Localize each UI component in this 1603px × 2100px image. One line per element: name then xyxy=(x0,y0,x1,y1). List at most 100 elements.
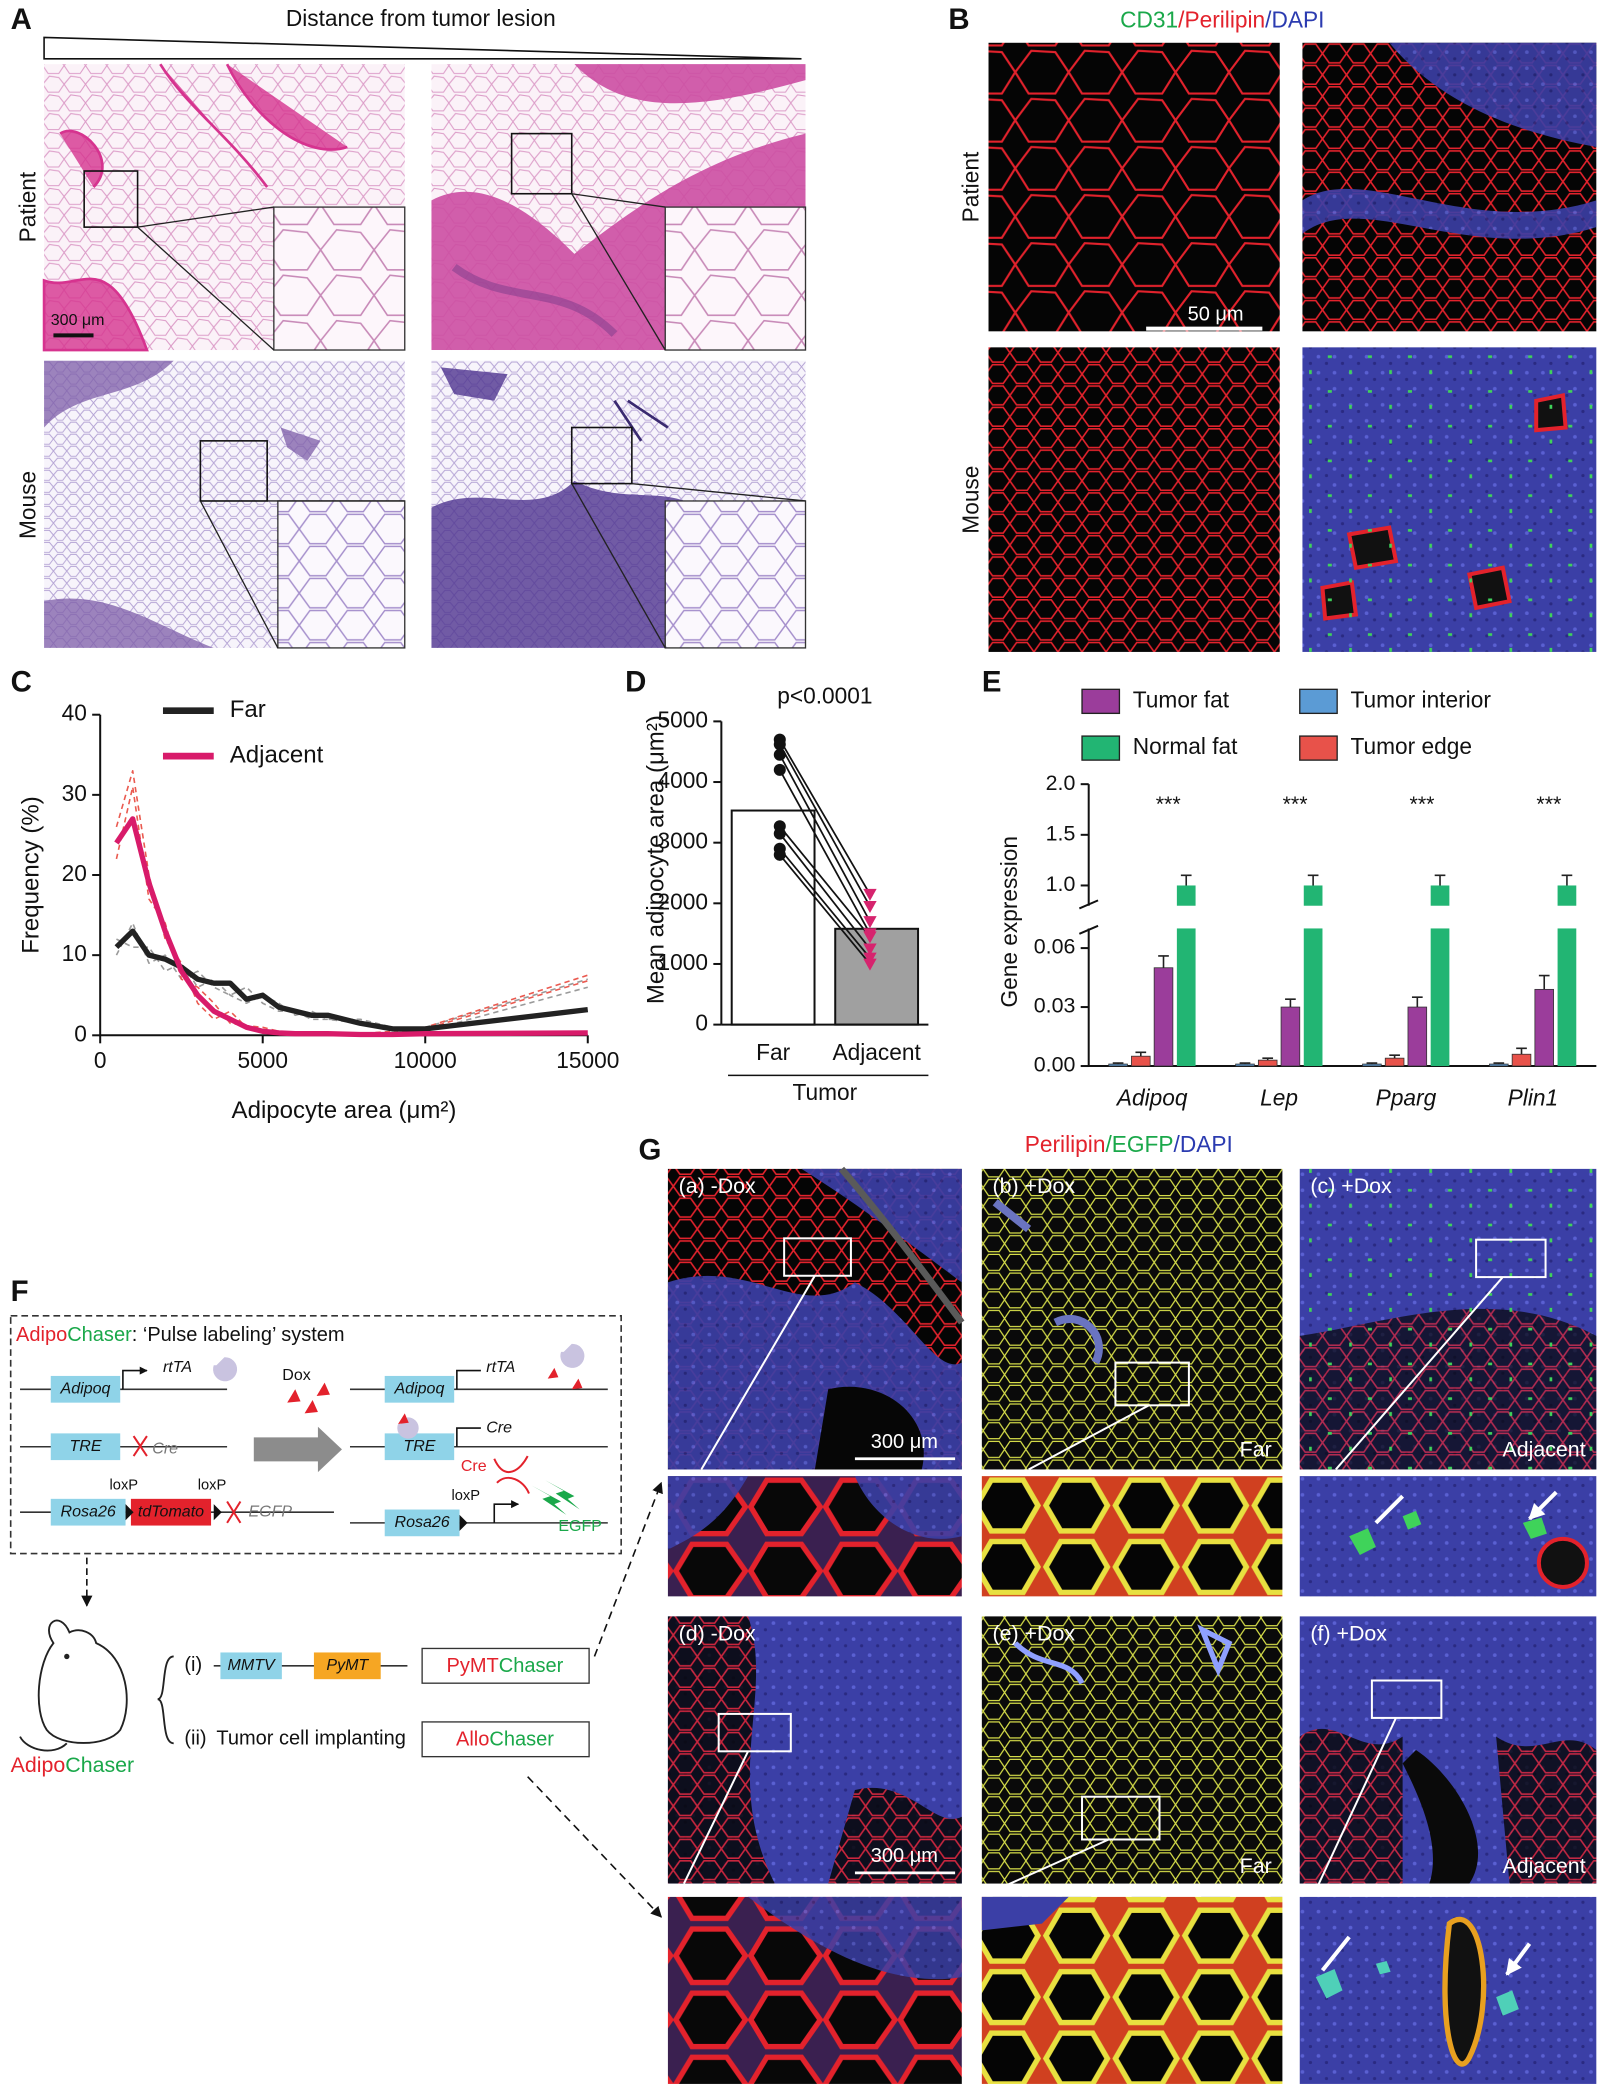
bar xyxy=(1153,967,1174,1067)
point xyxy=(863,931,877,944)
axis-break xyxy=(1078,899,1099,935)
bar xyxy=(1257,1059,1278,1067)
image-label: (b) +Dox xyxy=(993,1174,1076,1198)
panel-label: C xyxy=(11,666,32,699)
micrograph xyxy=(667,1166,1597,2084)
bar xyxy=(1176,928,1196,1067)
label-part: Allo xyxy=(456,1729,489,1751)
legend-swatch xyxy=(1081,688,1121,715)
error-bar xyxy=(1538,974,1550,990)
mean-line xyxy=(114,928,589,1032)
error-bar xyxy=(1307,874,1319,886)
annotation: *** xyxy=(1536,792,1561,816)
error-bar xyxy=(1434,874,1446,886)
loxp: loxP xyxy=(110,1477,139,1493)
row-label: Patient xyxy=(14,171,40,242)
y-tick-label: 3000 xyxy=(658,828,708,854)
y-tick-label: 1000 xyxy=(658,949,708,975)
position-label: Adjacent xyxy=(1503,1854,1586,1878)
error-bar xyxy=(1389,1054,1400,1059)
position-label: Far xyxy=(1240,1437,1272,1461)
system-box xyxy=(9,1315,622,1555)
x-tick-label: Far xyxy=(756,1039,790,1065)
bar xyxy=(730,809,816,1026)
bar xyxy=(1362,1063,1382,1067)
y-tick-label: 0.03 xyxy=(1034,994,1076,1018)
bar xyxy=(1557,885,1577,906)
annotation: p<0.0001 xyxy=(777,682,872,708)
axis xyxy=(1087,784,1597,1068)
pair-line xyxy=(779,833,871,950)
micrograph xyxy=(44,360,406,649)
model-name: AlloChaser xyxy=(456,1729,554,1751)
pair-line xyxy=(779,744,871,907)
title-part: : ‘Pulse labeling’ system xyxy=(132,1324,345,1346)
legend-label: Far xyxy=(230,696,266,723)
y-tick-label: 4000 xyxy=(658,767,708,793)
bar xyxy=(1384,1057,1405,1067)
bar xyxy=(1430,928,1450,1067)
point xyxy=(863,958,877,971)
error-bar xyxy=(1285,998,1296,1008)
point xyxy=(863,888,877,901)
micrograph xyxy=(431,360,807,649)
panel-label: G xyxy=(639,1133,662,1166)
title-part: /DAPI xyxy=(1265,6,1324,32)
x-tick-label: Adjacent xyxy=(832,1039,921,1065)
label-part: Chaser xyxy=(65,1753,134,1777)
model-name: PyMTChaser xyxy=(447,1655,564,1677)
error-bar xyxy=(1561,874,1573,886)
panel-label: A xyxy=(11,3,32,36)
bar xyxy=(834,927,920,1026)
error-bar xyxy=(1516,1047,1527,1055)
y-tick-label: 1.5 xyxy=(1046,821,1076,845)
error-bar xyxy=(1158,955,1169,968)
title-part: Chaser xyxy=(67,1324,132,1346)
x-tick-label: 10000 xyxy=(394,1047,457,1073)
point xyxy=(773,763,786,776)
scale-bar-label: 50 μm xyxy=(1188,304,1244,326)
x-tick-label: 0 xyxy=(94,1047,107,1073)
point xyxy=(863,916,877,929)
error-bar xyxy=(1411,996,1423,1008)
gene: Cre xyxy=(486,1418,512,1436)
y-axis-label: Gene expression xyxy=(996,836,1022,1008)
bar xyxy=(1303,885,1323,906)
panel-label: E xyxy=(982,666,1002,699)
x-tick-label: Adipoq xyxy=(1115,1084,1188,1110)
y-axis-label: Mean adipocyte area (μm²) xyxy=(643,715,670,1004)
row-label: Mouse xyxy=(14,471,40,539)
bar xyxy=(1131,1055,1151,1067)
y-tick-label: 30 xyxy=(62,780,87,806)
gradient-wedge xyxy=(43,36,802,60)
point xyxy=(863,901,877,914)
x-tick-label: Plin1 xyxy=(1508,1084,1558,1110)
x-tick-label: Pparg xyxy=(1376,1084,1437,1110)
gene: Adipoq xyxy=(60,1380,111,1398)
image-label: (f) +Dox xyxy=(1310,1622,1387,1646)
point xyxy=(773,848,786,861)
pair-line xyxy=(779,825,871,938)
image-label: (d) -Dox xyxy=(679,1622,756,1646)
legend-swatch xyxy=(1299,688,1338,715)
label-part: Adipo xyxy=(11,1753,66,1777)
mean-line xyxy=(114,816,588,1038)
gene: PyMT xyxy=(326,1656,369,1674)
bar xyxy=(1280,1006,1301,1067)
pair-line xyxy=(779,848,871,959)
label-part: PyMT xyxy=(447,1655,499,1677)
system-title: AdipoChaser: ‘Pulse labeling’ system xyxy=(16,1324,345,1346)
error-bar xyxy=(1366,1062,1378,1065)
x-axis-label: Adipocyte area (μm²) xyxy=(232,1097,457,1124)
legend-label: Tumor interior xyxy=(1351,686,1492,712)
construct xyxy=(20,1343,608,1537)
legend-swatch xyxy=(1081,735,1121,761)
y-tick-label: 10 xyxy=(62,940,87,966)
title-part: Adipo xyxy=(16,1324,67,1346)
gene: Rosa26 xyxy=(395,1513,450,1531)
micrograph xyxy=(988,42,1597,652)
gene: Rosa26 xyxy=(61,1502,116,1520)
gene: EGFP xyxy=(558,1517,602,1535)
title-part: /Perilipin xyxy=(1178,6,1265,32)
cre: Cre xyxy=(461,1457,487,1475)
